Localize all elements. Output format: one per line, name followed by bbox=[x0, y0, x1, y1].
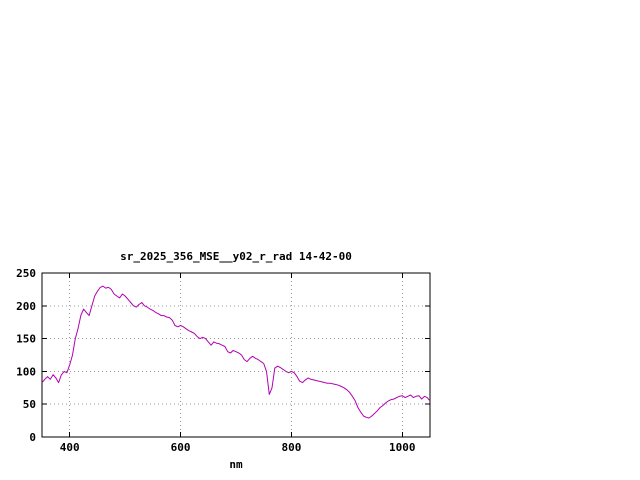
x-tick-label: 600 bbox=[171, 441, 191, 454]
y-tick-label: 100 bbox=[16, 365, 36, 378]
x-tick-label: 1000 bbox=[389, 441, 416, 454]
y-tick-label: 50 bbox=[23, 398, 36, 411]
y-tick-label: 150 bbox=[16, 333, 36, 346]
y-tick-label: 200 bbox=[16, 300, 36, 313]
y-tick-label: 250 bbox=[16, 267, 36, 280]
x-tick-label: 400 bbox=[60, 441, 80, 454]
chart-title: sr_2025_356_MSE__y02_r_rad 14-42-00 bbox=[120, 250, 352, 263]
plot-border bbox=[41, 272, 431, 438]
spectrum-line bbox=[41, 285, 431, 419]
x-tick-label: 800 bbox=[281, 441, 301, 454]
y-tick-label: 0 bbox=[29, 431, 36, 444]
x-axis-label: nm bbox=[229, 458, 243, 471]
